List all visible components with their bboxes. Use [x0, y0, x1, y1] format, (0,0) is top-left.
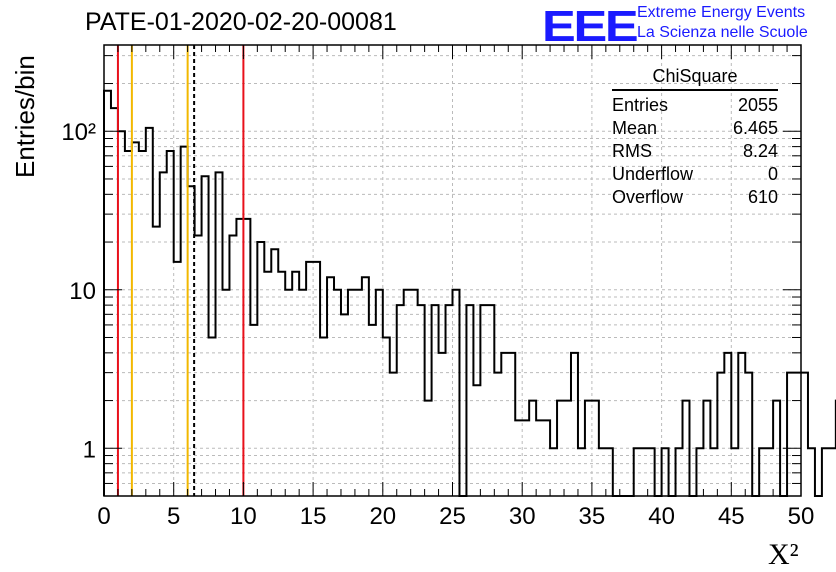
logo-line-2: La Scienza nelle Scuole: [637, 24, 808, 41]
vertical-lines-layer: [116, 45, 245, 496]
stats-label: RMS: [612, 141, 652, 161]
x-axis-label: X²: [768, 538, 799, 571]
x-tick-label: 35: [579, 503, 606, 530]
stats-value: 8.24: [742, 141, 778, 161]
histogram-outline: [103, 89, 836, 497]
stats-row-underflow: Underflow 0: [612, 163, 778, 186]
y-tick-label: 1: [83, 436, 96, 463]
y-tick-label: 10: [69, 278, 96, 305]
stats-label: Underflow: [612, 164, 694, 184]
x-tick-label: 30: [509, 503, 536, 530]
eee-logo: EEE: [542, 2, 639, 51]
stats-row-rms: RMS 8.24: [612, 140, 778, 163]
stats-value: 0: [767, 164, 778, 184]
stats-value: 610: [747, 187, 778, 207]
x-tick-label: 40: [648, 503, 675, 530]
stats-box: ChiSquare Entries 2055 Mean 6.465 RMS 8.24 …: [612, 66, 778, 209]
stats-label: Mean: [612, 118, 658, 138]
x-tick-label: 0: [97, 503, 110, 530]
stats-row-entries: Entries 2055: [612, 94, 778, 117]
chart-title: PATE-01-2020-02-20-00081: [85, 8, 397, 36]
histogram-layer: [103, 89, 836, 497]
y-axis-label: Entries/bin: [10, 55, 40, 178]
x-tick-label: 45: [718, 503, 745, 530]
stats-row-mean: Mean 6.465: [612, 117, 778, 140]
axis-ticks-layer: 0 5 10 15 20 25 30 35 40 45 50 1 10 10²: [61, 45, 814, 530]
x-tick-label: 25: [439, 503, 466, 530]
x-tick-label: 15: [300, 503, 327, 530]
x-tick-label: 10: [230, 503, 257, 530]
x-tick-label: 20: [369, 503, 396, 530]
stats-row-overflow: Overflow 610: [612, 186, 778, 209]
x-tick-label: 5: [167, 503, 180, 530]
stats-value: 2055: [737, 95, 778, 115]
stats-label: Overflow: [612, 187, 684, 207]
x-tick-label: 50: [788, 503, 815, 530]
stats-value: 6.465: [732, 118, 778, 138]
stats-title: ChiSquare: [612, 66, 778, 91]
logo-line-1: Extreme Energy Events: [637, 4, 806, 21]
y-tick-label: 10²: [61, 119, 96, 146]
stats-label: Entries: [612, 95, 669, 115]
